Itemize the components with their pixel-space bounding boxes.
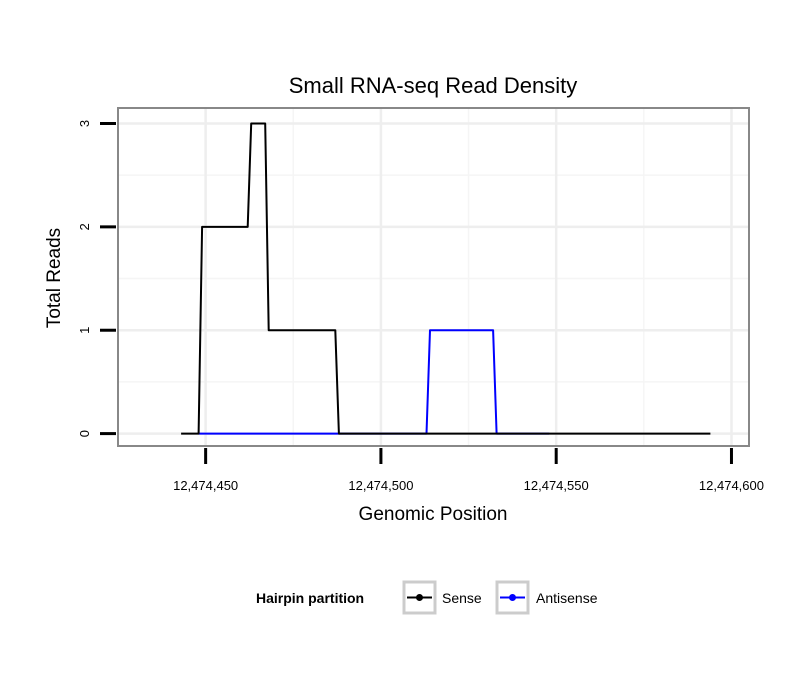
legend-key-marker-sense (416, 594, 423, 601)
y-tick-label: 2 (77, 223, 92, 230)
series-line-sense (181, 122, 711, 435)
series-layer (181, 122, 711, 435)
chart-title: Small RNA-seq Read Density (289, 73, 578, 98)
y-axis: 0 1 2 3 (77, 120, 116, 437)
plot-background (118, 108, 749, 446)
x-tick-label: 12,474,550 (524, 478, 589, 493)
plot-area (118, 108, 749, 446)
x-tick-label: 12,474,600 (699, 478, 764, 493)
x-tick-label: 12,474,500 (348, 478, 413, 493)
x-axis-title: Genomic Position (359, 504, 508, 525)
plot-border (117, 107, 750, 447)
legend-key-marker-antisense (509, 594, 516, 601)
y-tick-label: 3 (77, 120, 92, 127)
legend: Hairpin partition Sense Antisense (256, 580, 598, 615)
x-tick-label: 12,474,450 (173, 478, 238, 493)
legend-label-sense: Sense (442, 590, 482, 606)
legend-label-antisense: Antisense (536, 590, 598, 606)
y-tick-label: 0 (77, 430, 92, 437)
y-tick-label: 1 (77, 327, 92, 334)
y-axis-title: Total Reads (44, 228, 65, 328)
x-axis: 12,474,450 12,474,500 12,474,550 12,474,600 (173, 448, 764, 493)
grid (118, 108, 749, 446)
legend-title: Hairpin partition (256, 590, 364, 606)
